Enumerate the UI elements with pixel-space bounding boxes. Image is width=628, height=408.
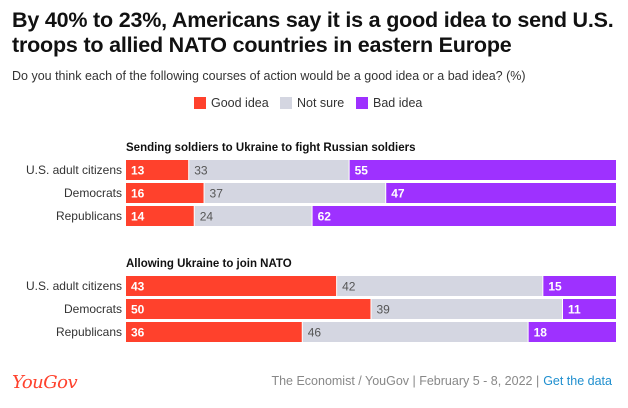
group-title: Allowing Ukraine to join NATO xyxy=(126,258,292,270)
bar-good xyxy=(126,160,189,180)
bar-notsure xyxy=(189,160,349,180)
value-label-notsure: 24 xyxy=(200,210,214,224)
source-text: The Economist / YouGov | February 5 - 8,… xyxy=(271,374,540,388)
legend-notsure: Not sure xyxy=(280,96,344,110)
bar-notsure xyxy=(204,183,386,203)
legend-bad: Bad idea xyxy=(356,96,422,110)
value-label-good: 50 xyxy=(131,303,145,317)
value-label-good: 43 xyxy=(131,280,145,294)
bar-notsure xyxy=(302,322,528,342)
bar-good xyxy=(126,183,204,203)
value-label-notsure: 42 xyxy=(342,280,356,294)
bar-bad xyxy=(543,276,616,296)
value-label-good: 16 xyxy=(131,187,145,201)
legend-good-swatch xyxy=(194,97,206,109)
value-label-good: 13 xyxy=(131,164,145,178)
value-label-notsure: 46 xyxy=(308,326,322,340)
bar-bad xyxy=(528,322,616,342)
legend-good-label: Good idea xyxy=(211,96,269,110)
chart-title: By 40% to 23%, Americans say it is a goo… xyxy=(12,8,614,57)
row-label: Republicans xyxy=(56,325,122,339)
get-the-data-link[interactable]: Get the data xyxy=(543,374,612,388)
bar-bad xyxy=(349,160,616,180)
legend-notsure-swatch xyxy=(280,97,292,109)
yougov-logo: YouGov xyxy=(12,372,78,393)
bar-bad xyxy=(562,299,616,319)
bar-notsure xyxy=(337,276,543,296)
value-label-bad: 11 xyxy=(568,303,581,317)
value-label-notsure: 33 xyxy=(194,164,208,178)
bar-good xyxy=(126,276,337,296)
value-label-good: 36 xyxy=(131,326,145,340)
row-label: U.S. adult citizens xyxy=(26,163,122,177)
row-label: Democrats xyxy=(64,302,122,316)
footer-source: The Economist / YouGov | February 5 - 8,… xyxy=(271,374,612,388)
bar-good xyxy=(126,322,302,342)
bar-notsure xyxy=(371,299,562,319)
bar-good xyxy=(126,299,371,319)
bar-bad xyxy=(386,183,616,203)
bar-notsure xyxy=(194,206,312,226)
bar-good xyxy=(126,206,194,226)
value-label-bad: 15 xyxy=(548,280,562,294)
value-label-bad: 18 xyxy=(534,326,548,340)
value-label-bad: 55 xyxy=(355,164,369,178)
value-label-bad: 62 xyxy=(318,210,332,224)
value-label-bad: 47 xyxy=(391,187,405,201)
value-label-good: 14 xyxy=(131,210,145,224)
legend-good: Good idea xyxy=(194,96,269,110)
legend-notsure-label: Not sure xyxy=(297,96,345,110)
value-label-notsure: 37 xyxy=(210,187,224,201)
bar-bad xyxy=(312,206,616,226)
legend: Good idea Not sure Bad idea xyxy=(0,96,628,114)
row-label: U.S. adult citizens xyxy=(26,279,122,293)
row-label: Republicans xyxy=(56,209,122,223)
group-title: Sending soldiers to Ukraine to fight Rus… xyxy=(126,142,415,154)
value-label-notsure: 39 xyxy=(377,303,391,317)
row-label: Democrats xyxy=(64,186,122,200)
chart-subtitle: Do you think each of the following cours… xyxy=(12,69,526,83)
legend-bad-swatch xyxy=(356,97,368,109)
stacked-bar-chart: Sending soldiers to Ukraine to fight Rus… xyxy=(26,142,616,342)
legend-bad-label: Bad idea xyxy=(373,96,423,110)
